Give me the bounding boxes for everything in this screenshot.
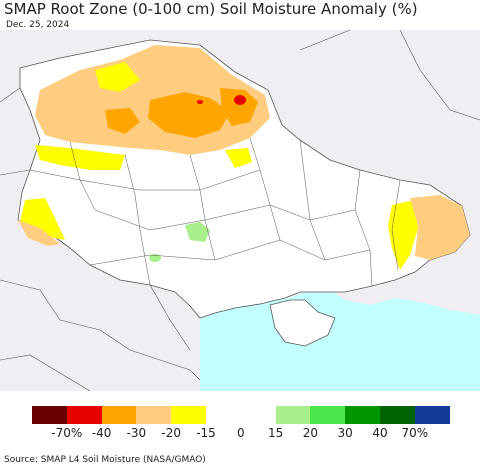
dry-patch-1: [148, 92, 230, 138]
legend-tick-label: -15: [196, 426, 216, 440]
legend-tick-label: -20: [161, 426, 181, 440]
legend-swatch: [136, 406, 172, 424]
region-borders: [29, 137, 401, 287]
color-legend: [32, 406, 450, 424]
mild-dry-nw: [95, 62, 140, 92]
legend-swatch: [275, 406, 311, 424]
legend-swatch: [205, 406, 241, 424]
legend-tick-label: 30: [337, 426, 353, 440]
legend-tick-label: -70%: [51, 426, 83, 440]
legend-tick-label: 15: [267, 426, 284, 440]
anomaly-map: [0, 30, 480, 391]
legend-swatch: [240, 406, 276, 424]
dry-patch-2: [220, 88, 258, 126]
map-title: SMAP Root Zone (0-100 cm) Soil Moisture …: [4, 0, 418, 18]
country-borders: [0, 30, 480, 391]
dry-patch-3: [105, 108, 140, 134]
legend-tick-label: 20: [302, 426, 319, 440]
legend-swatch: [171, 406, 206, 424]
mild-dry-sw: [20, 198, 65, 240]
legend-swatch: [32, 406, 67, 424]
mild-dry-west: [35, 145, 125, 170]
legend-swatch: [414, 406, 450, 424]
legend-swatch: [310, 406, 346, 424]
source-credit: Source: SMAP L4 Soil Moisture (NASA/GMAO…: [4, 455, 206, 465]
legend-swatch: [101, 406, 137, 424]
dry-spot-2: [197, 100, 203, 104]
dry-zone-east: [410, 195, 470, 260]
legend-swatch: [345, 406, 380, 424]
legend-tick-label: 70%: [401, 426, 429, 440]
map-date: Dec. 25, 2024: [6, 20, 70, 30]
legend-swatch: [66, 406, 102, 424]
legend-tick-label: 40: [372, 426, 388, 440]
legend-tick-label: 0: [236, 426, 245, 440]
legend-ticks: -70% -40 -30 -20 -15 0 15 20 30 40 70%: [0, 426, 480, 440]
legend-tick-label: -30: [126, 426, 147, 440]
wet-spot-2: [149, 254, 161, 262]
black-sea: [200, 290, 480, 391]
legend-swatch: [379, 406, 415, 424]
legend-tick-label: -40: [91, 426, 112, 440]
crimea-land: [269, 299, 336, 347]
dry-spot-1: [234, 95, 246, 105]
dry-zone-sw: [18, 220, 60, 246]
mild-dry-center: [225, 148, 252, 168]
wet-spot-1: [185, 222, 210, 242]
